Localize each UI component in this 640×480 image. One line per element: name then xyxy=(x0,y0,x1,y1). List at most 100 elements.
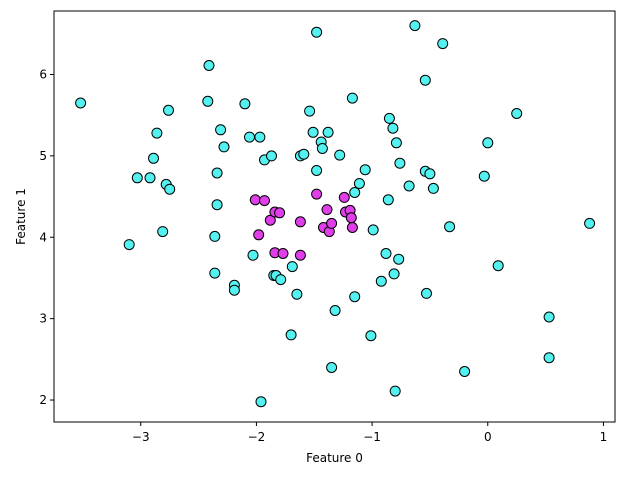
scatter-point-series-1-14 xyxy=(326,217,338,229)
scatter-point-series-1-3 xyxy=(264,214,276,226)
scatter-point-series-0-70 xyxy=(444,221,456,233)
plot-frame xyxy=(53,10,616,423)
x-tick-label: 0 xyxy=(484,430,492,444)
scatter-point-series-0-44 xyxy=(334,149,346,161)
scatter-point-series-0-13 xyxy=(209,230,221,242)
scatter-point-series-0-68 xyxy=(427,182,439,194)
scatter-point-series-0-63 xyxy=(409,20,421,32)
scatter-point-series-0-75 xyxy=(511,108,523,119)
scatter-point-series-0-56 xyxy=(387,122,399,134)
scatter-point-series-0-41 xyxy=(322,126,334,138)
scatter-point-series-0-40 xyxy=(316,143,328,154)
scatter-point-series-0-61 xyxy=(394,157,406,169)
scatter-point-series-0-76 xyxy=(543,311,555,323)
scatter-point-series-0-78 xyxy=(584,217,596,229)
y-tick-label: 3 xyxy=(39,312,47,326)
scatter-point-series-0-4 xyxy=(148,152,159,164)
y-tick-label: 6 xyxy=(39,67,47,81)
scatter-point-series-0-14 xyxy=(211,199,223,211)
scatter-point-series-1-9 xyxy=(294,249,306,261)
scatter-point-series-0-11 xyxy=(202,95,214,107)
scatter-point-series-0-26 xyxy=(266,150,277,162)
scatter-point-series-0-57 xyxy=(388,268,400,280)
x-tick-label: −2 xyxy=(248,430,266,444)
scatter-point-series-0-60 xyxy=(393,253,405,265)
scatter-point-series-0-1 xyxy=(123,239,135,251)
scatter-point-series-1-8 xyxy=(294,216,306,228)
scatter-point-series-0-30 xyxy=(286,261,298,273)
scatter-point-series-0-12 xyxy=(209,267,221,279)
scatter-point-series-0-46 xyxy=(349,187,361,198)
scatter-point-series-0-15 xyxy=(211,167,223,179)
scatter-point-series-0-3 xyxy=(144,172,156,184)
scatter-point-series-0-43 xyxy=(329,305,341,316)
scatter-point-series-0-69 xyxy=(437,38,449,50)
x-tick-label: −1 xyxy=(363,430,381,444)
scatter-point-series-0-20 xyxy=(239,98,251,110)
scatter-point-series-0-58 xyxy=(390,137,402,149)
scatter-point-series-0-0 xyxy=(75,97,87,109)
scatter-point-series-0-51 xyxy=(367,224,379,236)
scatter-point-series-0-21 xyxy=(244,131,255,143)
scatter-point-series-0-2 xyxy=(131,172,143,184)
scatter-point-series-0-67 xyxy=(424,168,436,180)
scatter-point-series-0-50 xyxy=(365,330,377,342)
scatter-point-series-0-23 xyxy=(254,131,266,143)
scatter-point-series-0-42 xyxy=(326,362,338,373)
x-tick-label: 1 xyxy=(600,430,608,444)
scatter-point-series-0-22 xyxy=(247,249,259,261)
scatter-point-series-0-72 xyxy=(478,170,490,182)
scatter-point-series-1-10 xyxy=(311,188,323,200)
scatter-point-series-0-5 xyxy=(151,127,163,139)
scatter-point-series-0-62 xyxy=(403,180,415,192)
scatter-point-series-1-2 xyxy=(259,195,270,207)
scatter-point-series-0-55 xyxy=(383,112,395,124)
points-layer xyxy=(75,20,596,408)
y-tick-label: 4 xyxy=(39,230,47,244)
y-tick-label: 2 xyxy=(39,393,47,407)
scatter-point-series-0-36 xyxy=(307,126,319,138)
scatter-point-series-0-71 xyxy=(459,366,471,377)
scatter-point-series-0-9 xyxy=(164,183,176,195)
scatter-point-series-1-18 xyxy=(345,212,357,224)
scatter-point-series-0-10 xyxy=(203,60,215,71)
scatter-point-series-0-25 xyxy=(255,396,267,408)
scatter-point-series-0-38 xyxy=(311,165,323,176)
scatter-point-series-1-6 xyxy=(274,207,286,219)
scatter-point-series-0-64 xyxy=(419,74,431,86)
scatter-point-series-0-53 xyxy=(380,248,392,259)
scatter-point-series-1-0 xyxy=(249,194,261,206)
scatter-point-series-1-15 xyxy=(338,191,350,203)
scatter-point-series-0-74 xyxy=(492,260,504,272)
scatter-point-series-0-37 xyxy=(311,26,323,38)
scatter-point-series-0-6 xyxy=(157,226,169,238)
scatter-point-series-0-48 xyxy=(353,178,365,189)
ticks-layer: −3 −2 −1 0 1 2 3 4 5 6 xyxy=(39,67,607,444)
scatter-point-series-0-45 xyxy=(346,92,358,104)
scatter-point-series-0-52 xyxy=(375,275,387,287)
scatter-point-series-0-77 xyxy=(543,352,555,364)
scatter-point-series-0-35 xyxy=(304,105,316,117)
scatter-point-series-1-1 xyxy=(253,229,265,241)
scatter-point-series-0-73 xyxy=(482,137,494,149)
x-axis-label: Feature 0 xyxy=(306,451,363,465)
scatter-point-series-1-7 xyxy=(277,248,289,259)
scatter-point-series-0-17 xyxy=(218,141,230,153)
scatter-point-series-0-8 xyxy=(163,104,174,116)
scatter-point-series-0-32 xyxy=(291,288,303,300)
x-tick-label: −3 xyxy=(132,430,150,444)
scatter-point-series-0-49 xyxy=(359,164,371,176)
scatter-point-series-0-54 xyxy=(382,194,394,206)
y-tick-label: 5 xyxy=(39,149,47,163)
y-axis-label: Feature 1 xyxy=(14,188,28,245)
scatter-point-series-1-12 xyxy=(321,204,333,216)
scatter-point-series-0-47 xyxy=(349,291,361,303)
scatter-point-series-0-34 xyxy=(298,148,310,160)
scatter-point-series-0-31 xyxy=(285,329,297,341)
scatter-point-series-0-29 xyxy=(275,274,287,286)
scatter-point-series-1-19 xyxy=(346,222,358,233)
scatter-point-series-0-16 xyxy=(215,124,227,136)
scatter-point-series-0-19 xyxy=(228,284,240,296)
